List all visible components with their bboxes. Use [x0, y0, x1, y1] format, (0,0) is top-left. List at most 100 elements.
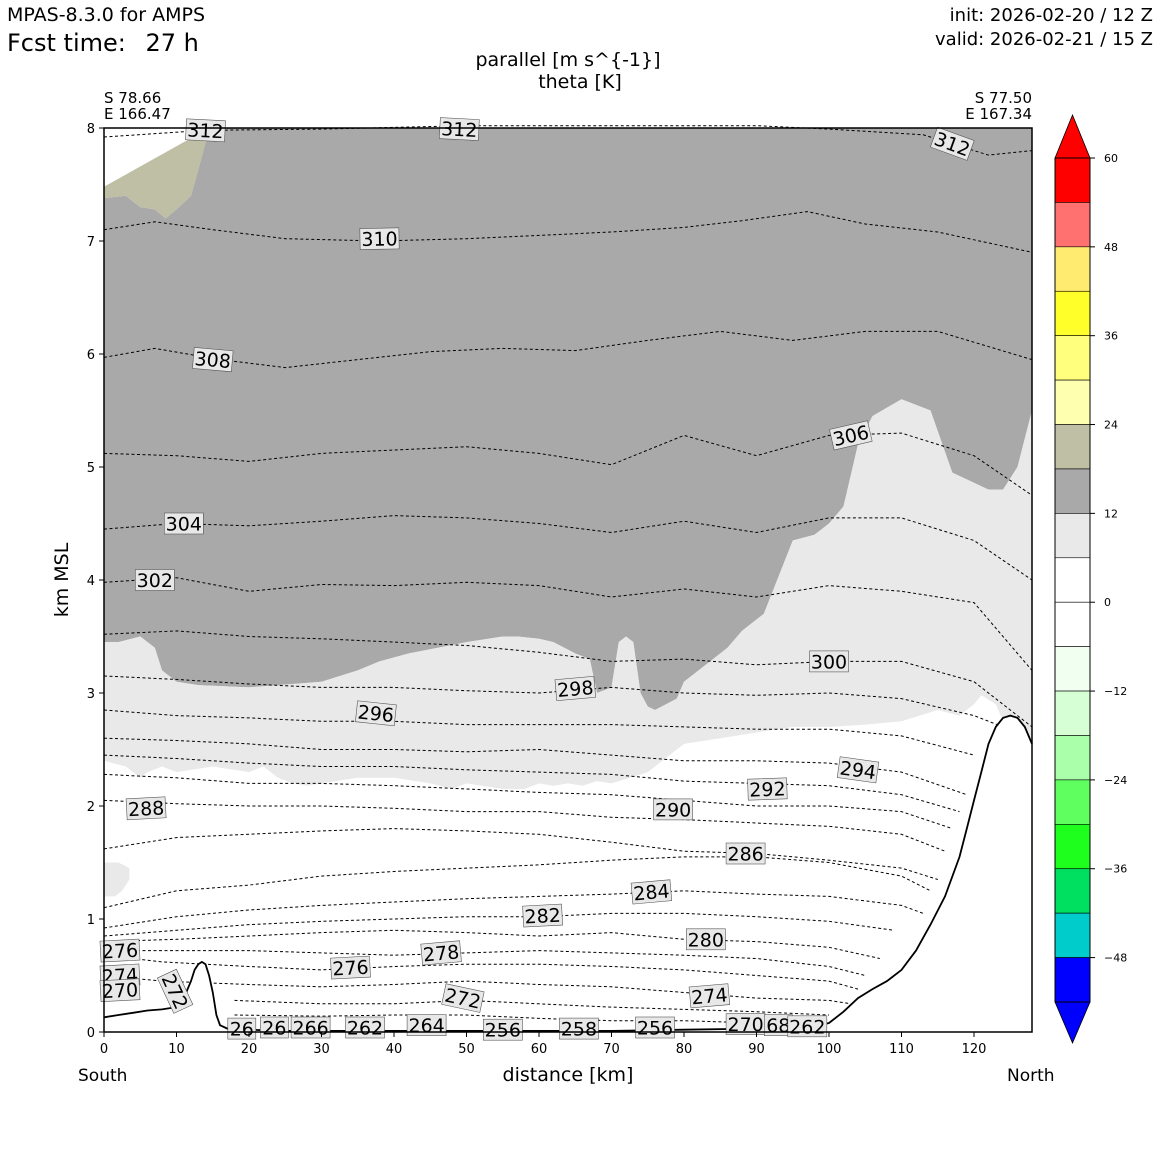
contour-label-text: 300	[811, 651, 847, 673]
x-tick-label: 80	[676, 1042, 693, 1057]
contour-label-text: 68	[766, 1015, 790, 1037]
y-tick-label: 7	[87, 235, 95, 250]
model-title: MPAS-8.3.0 for AMPS	[7, 4, 206, 26]
contour-label-text: 262	[789, 1016, 825, 1038]
contour-label-text: 274	[690, 984, 728, 1009]
theta-contour-280	[103, 929, 880, 959]
shade-region-0	[104, 128, 1032, 710]
terrain-fill	[104, 715, 1032, 1032]
theta-contour-278	[104, 950, 866, 976]
forecast-time: Fcst time: 27 h	[7, 29, 199, 57]
south-label: South	[78, 1066, 128, 1086]
wind-shading-layer	[104, 128, 1032, 897]
contour-label-292-12: 292	[747, 777, 788, 802]
colorbar-segment	[1054, 468, 1091, 514]
contour-label-272-25: 272	[156, 968, 194, 1014]
contour-label-text: 302	[137, 570, 173, 592]
contour-label-box	[359, 227, 400, 250]
contour-label-text: 256	[485, 1020, 521, 1042]
contour-label-text: 296	[357, 701, 395, 727]
contour-label-286-15: 286	[725, 842, 766, 866]
colorbar-segment	[1054, 912, 1091, 958]
colorbar-segment	[1054, 957, 1091, 1003]
y-tick-label: 4	[87, 574, 95, 589]
x-tick-label: 0	[100, 1042, 108, 1057]
colorbar-segment	[1054, 290, 1091, 336]
contour-label-294-11: 294	[836, 756, 880, 784]
y-tick-label: 6	[87, 348, 95, 363]
colorbar: 60 48 36 24 12 0 −12 −24 −36 −48	[1054, 113, 1127, 1045]
colorbar-segment	[1054, 335, 1091, 381]
contour-label-276-21: 276	[99, 938, 141, 964]
y-tick-label: 0	[87, 1026, 95, 1041]
contour-label-box	[99, 978, 141, 1003]
contour-label-304-6: 304	[164, 512, 204, 536]
theta-contour-290	[103, 799, 946, 852]
contour-label-text: 308	[194, 348, 232, 373]
contour-label-264-27: 264	[406, 1014, 447, 1037]
theta-contour-layer	[103, 125, 1033, 1024]
colorbar-segment	[1054, 735, 1091, 781]
contour-label-box	[420, 940, 462, 966]
contour-label-text: 304	[166, 514, 202, 536]
contour-label-box	[99, 938, 141, 963]
contour-label-308-4: 308	[192, 347, 234, 373]
contour-label-310-3: 310	[359, 227, 400, 251]
colorbar-segment	[1054, 824, 1091, 870]
forecast-time-label: Fcst time:	[7, 29, 126, 57]
colorbar-tick-label: −36	[1104, 863, 1127, 876]
contour-label-262-28: 262	[345, 1016, 385, 1040]
contour-label-302-7: 302	[135, 569, 175, 592]
shade-region-3	[104, 399, 1032, 789]
x-tick-label: 110	[889, 1042, 914, 1057]
contour-label-box	[156, 968, 194, 1014]
colorbar-segment	[1054, 779, 1091, 825]
left-endpoint-lat: S 78.66	[104, 89, 162, 107]
contour-label-text: 266	[292, 1018, 328, 1040]
y-tick-label: 2	[87, 800, 95, 815]
y-tick-label: 5	[87, 461, 95, 476]
colorbar-segment	[1054, 424, 1091, 470]
contour-label-box	[747, 777, 788, 801]
contour-label-box	[836, 756, 880, 784]
x-axis-label: distance [km]	[502, 1064, 634, 1086]
contour-label-text: 290	[655, 799, 691, 821]
left-endpoint-lon: E 166.47	[104, 105, 171, 123]
shade-region-4	[104, 862, 130, 897]
x-tick-label: 30	[313, 1042, 330, 1057]
colorbar-tick-label: 0	[1104, 596, 1111, 609]
y-tick-label: 8	[87, 122, 95, 137]
terrain-layer	[103, 714, 1033, 1032]
contour-label-box	[809, 650, 849, 673]
contour-label-270-26: 270	[99, 978, 141, 1003]
contour-label-text: 258	[561, 1019, 597, 1041]
contour-label-text: 312	[441, 118, 478, 142]
theta-contour-282	[103, 912, 895, 937]
contour-label-290-13: 290	[653, 798, 693, 821]
x-tick-label: 10	[168, 1042, 185, 1057]
colorbar-segment	[1054, 601, 1091, 647]
contour-label-274-23: 274	[688, 983, 731, 1009]
colorbar-tick-label: −24	[1104, 774, 1127, 787]
contour-label-text: 278	[422, 941, 460, 966]
contour-label-box	[688, 983, 731, 1009]
contour-label-text: 292	[749, 778, 786, 801]
theta-contour-286	[103, 856, 931, 909]
y-tick-label: 1	[87, 913, 95, 928]
contour-label-box	[185, 118, 226, 143]
contour-label-288-14: 288	[125, 796, 167, 821]
colorbar-tick-label: −12	[1104, 685, 1127, 698]
contour-label-26-31: 26	[227, 1017, 257, 1041]
colorbar-tick-label: 36	[1104, 330, 1118, 343]
contour-label-312-0: 312	[185, 118, 226, 143]
contour-label-box	[406, 1014, 447, 1036]
theta-contour-306	[103, 432, 1033, 496]
colorbar-tick-label: −48	[1104, 952, 1127, 965]
contour-label-box	[653, 798, 693, 821]
contour-label-266-29: 266	[290, 1016, 331, 1040]
forecast-time-value: 27 h	[145, 29, 199, 57]
contour-label-text: 286	[727, 844, 763, 866]
contour-label-text: 284	[632, 880, 670, 905]
colorbar-tick-label: 48	[1104, 241, 1118, 254]
